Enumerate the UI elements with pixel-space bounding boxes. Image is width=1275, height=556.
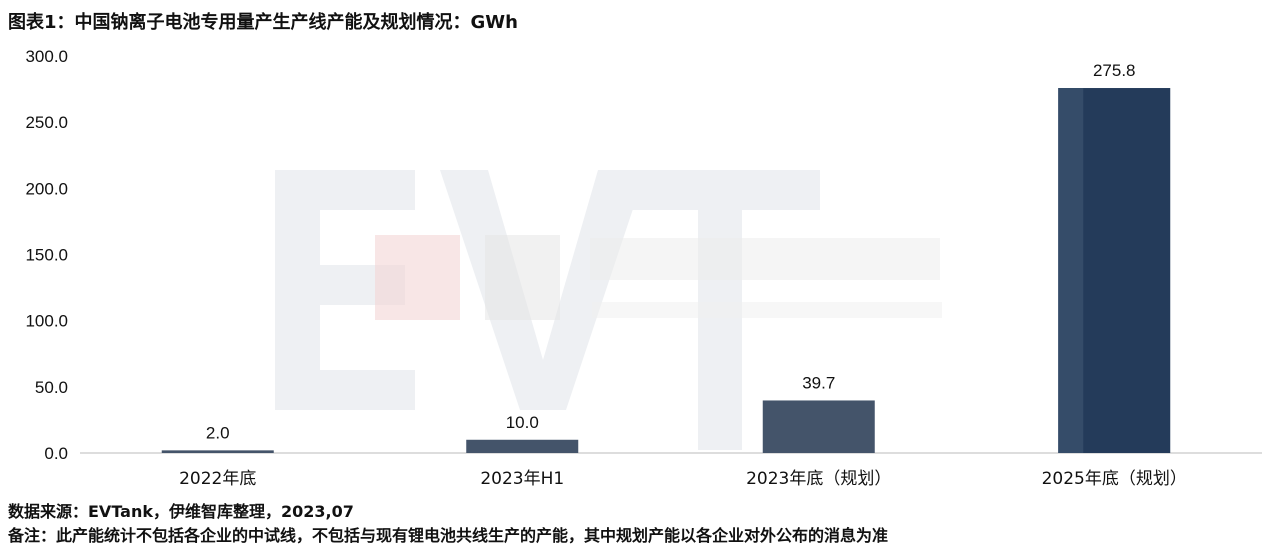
x-tick-label: 2023年H1 xyxy=(480,469,564,489)
data-label: 39.7 xyxy=(802,373,835,392)
data-label: 275.8 xyxy=(1093,61,1136,80)
bar xyxy=(466,439,579,453)
bar xyxy=(161,450,274,453)
bar xyxy=(762,400,875,453)
y-tick-label: 200.0 xyxy=(25,179,68,198)
source-note: 数据来源：EVTank，伊维智库整理，2023,07 xyxy=(8,502,354,521)
x-tick-label: 2022年底 xyxy=(179,469,256,489)
data-label: 10.0 xyxy=(506,413,539,432)
y-tick-label: 0.0 xyxy=(44,444,68,463)
data-label: 2.0 xyxy=(206,423,230,442)
bar-shade xyxy=(1058,88,1084,454)
x-tick-label: 2023年底（规划） xyxy=(746,469,891,489)
chart-title: 图表1：中国钠离子电池专用量产生产线产能及规划情况：GWh xyxy=(8,12,518,33)
y-tick-label: 150.0 xyxy=(25,246,68,265)
y-tick-label: 100.0 xyxy=(25,312,68,331)
y-tick-label: 50.0 xyxy=(35,378,68,397)
y-tick-label: 250.0 xyxy=(25,113,68,132)
footnote: 备注：此产能统计不包括各企业的中试线，不包括与现有锂电池共线生产的产能，其中规划… xyxy=(8,526,889,545)
y-tick-label: 300.0 xyxy=(25,47,68,66)
x-tick-label: 2025年底（规划） xyxy=(1042,469,1187,489)
